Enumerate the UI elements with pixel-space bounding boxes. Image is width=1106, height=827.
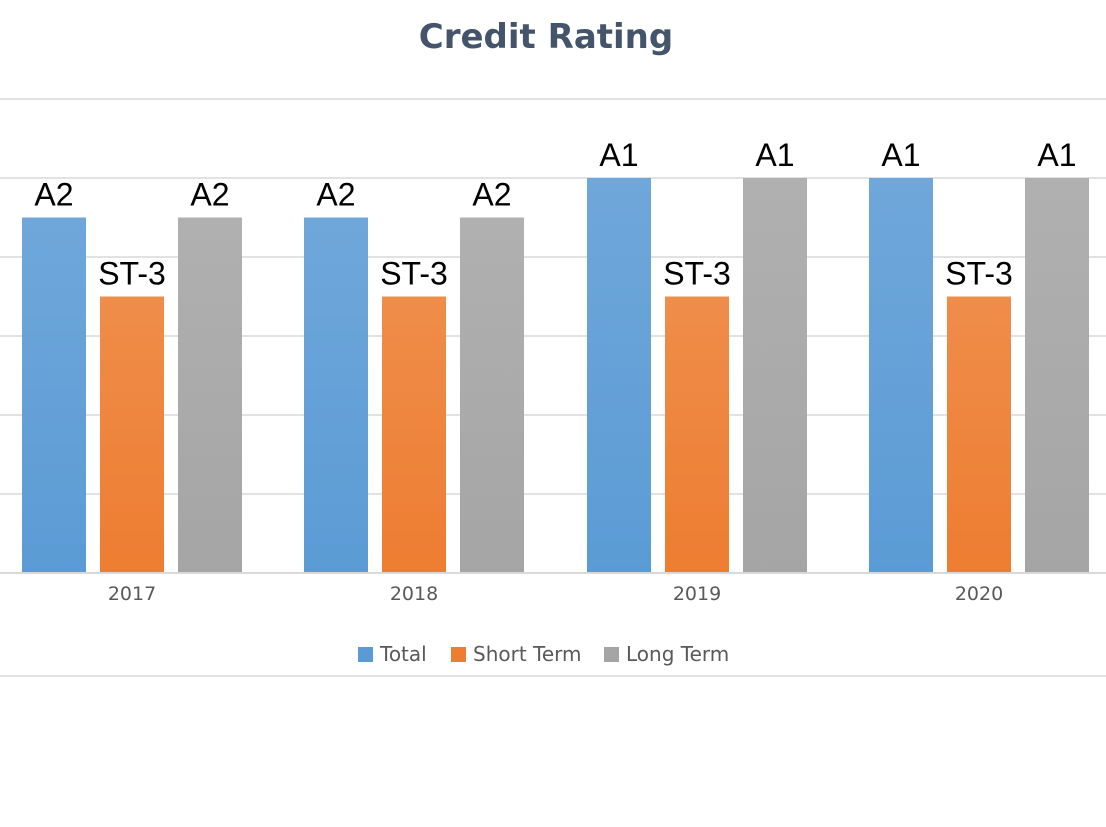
bar-long-term-2017 — [178, 217, 242, 573]
data-label: A2 — [316, 177, 355, 213]
data-label: ST-3 — [945, 256, 1013, 292]
bar-total-2020 — [869, 178, 933, 573]
legend-swatch — [358, 647, 373, 662]
bar-total-2019 — [587, 178, 651, 573]
data-label: A1 — [1037, 137, 1076, 173]
chart-title: Credit Rating — [419, 17, 673, 57]
bar-long-term-2020 — [1025, 178, 1089, 573]
gridlines — [0, 98, 1106, 677]
x-axis: 2017 2018 2019 2020 — [0, 572, 1106, 605]
data-label: A1 — [755, 137, 794, 173]
x-tick-label: 2018 — [390, 583, 438, 605]
x-tick-label: 2019 — [673, 583, 721, 605]
x-tick-label: 2017 — [108, 583, 156, 605]
legend-item-long-term: Long Term — [604, 642, 729, 666]
legend-item-short-term: Short Term — [451, 642, 582, 666]
bar-total-2018 — [304, 217, 368, 573]
bars — [22, 178, 1089, 573]
data-labels: A2 ST-3 A2 A2 ST-3 A2 A1 ST-3 A1 A1 ST-3 A1 — [34, 137, 1076, 292]
bar-short-term-2020 — [947, 296, 1011, 573]
legend: Total Short Term Long Term — [358, 642, 729, 666]
bar-long-term-2019 — [743, 178, 807, 573]
data-label: A2 — [472, 177, 511, 213]
legend-swatch — [451, 647, 466, 662]
x-tick-label: 2020 — [955, 583, 1003, 605]
data-label: A2 — [190, 177, 229, 213]
data-label: A1 — [599, 137, 638, 173]
bar-long-term-2018 — [460, 217, 524, 573]
data-label: A2 — [34, 177, 73, 213]
bar-total-2017 — [22, 217, 86, 573]
data-label: ST-3 — [98, 256, 166, 292]
data-label: ST-3 — [380, 256, 448, 292]
legend-item-total: Total — [358, 642, 427, 666]
bar-short-term-2018 — [382, 296, 446, 573]
bar-short-term-2019 — [665, 296, 729, 573]
data-label: A1 — [881, 137, 920, 173]
legend-label: Long Term — [626, 642, 729, 666]
legend-label: Short Term — [473, 642, 582, 666]
bar-short-term-2017 — [100, 296, 164, 573]
legend-label: Total — [379, 642, 427, 666]
data-label: ST-3 — [663, 256, 731, 292]
legend-swatch — [604, 647, 619, 662]
